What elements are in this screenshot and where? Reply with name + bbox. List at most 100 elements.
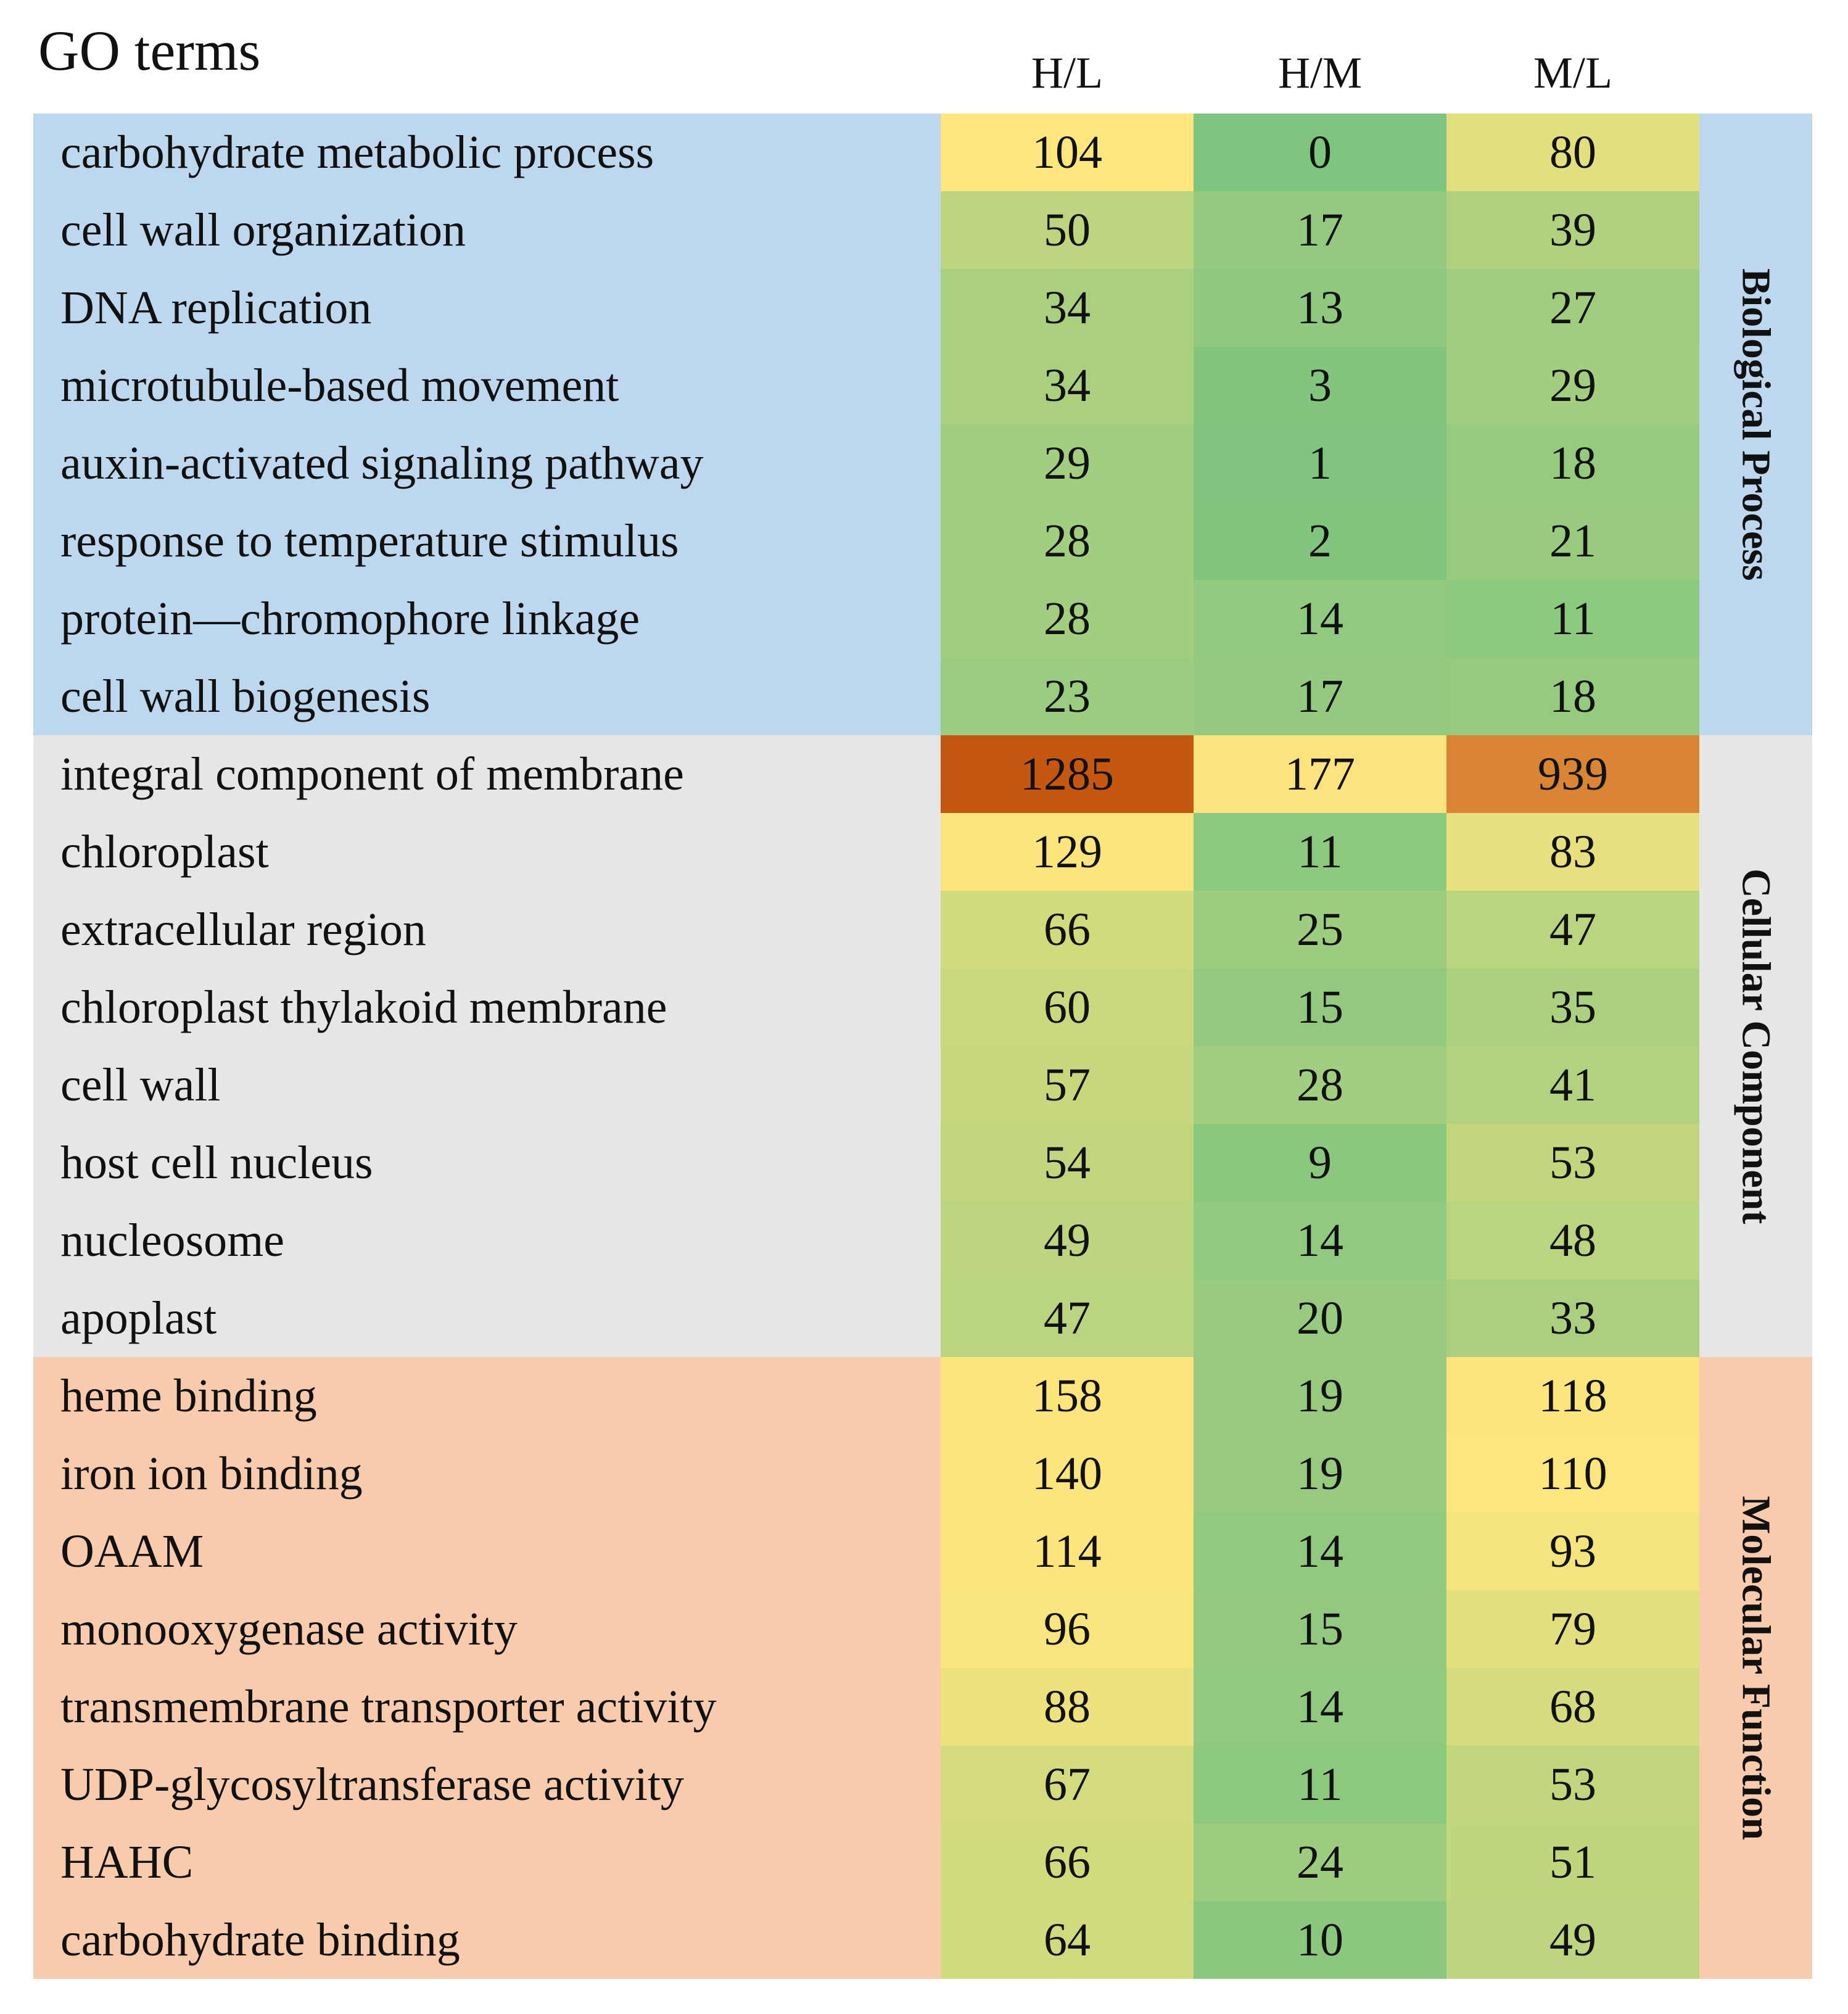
cell-value: 110 (1538, 1447, 1607, 1500)
cell-value: 17 (1297, 670, 1343, 722)
cell-value: 14 (1297, 1525, 1343, 1577)
cell-value: 939 (1538, 748, 1608, 800)
heatmap-cell (1194, 269, 1446, 347)
cell-value: 10 (1297, 1913, 1343, 1966)
cell-value: 129 (1032, 825, 1102, 878)
term-label: chloroplast thylakoid membrane (60, 981, 667, 1033)
cell-value: 11 (1297, 825, 1343, 878)
cell-value: 34 (1044, 359, 1091, 411)
cell-value: 60 (1044, 981, 1091, 1033)
heatmap-cell (1446, 502, 1699, 580)
cell-value: 114 (1033, 1525, 1102, 1577)
term-label: transmembrane transporter activity (60, 1680, 717, 1733)
heatmap-cell (1446, 1590, 1699, 1668)
cell-value: 79 (1549, 1603, 1596, 1655)
heatmap-cell (941, 968, 1194, 1046)
cell-value: 17 (1297, 204, 1343, 256)
heatmap-cell (941, 1590, 1194, 1668)
heatmap-cell (1194, 813, 1446, 891)
cell-value: 88 (1044, 1680, 1091, 1733)
cell-value: 48 (1549, 1214, 1596, 1266)
cell-value: 14 (1297, 592, 1343, 645)
term-label: iron ion binding (60, 1447, 363, 1500)
cell-value: 67 (1044, 1758, 1091, 1810)
cell-value: 39 (1549, 204, 1596, 256)
heatmap-cell (941, 1746, 1194, 1823)
heatmap-cell (1446, 347, 1699, 424)
cell-value: 49 (1044, 1214, 1091, 1266)
cell-value: 47 (1549, 903, 1596, 955)
heatmap-cell (941, 269, 1194, 347)
heatmap-cell (1194, 968, 1446, 1046)
heatmap-cell (1194, 1513, 1446, 1590)
term-label: cell wall biogenesis (60, 670, 431, 722)
cell-value: 47 (1044, 1292, 1091, 1344)
heatmap-cell (1446, 891, 1699, 968)
term-label: chloroplast (60, 825, 269, 878)
cell-value: 25 (1297, 903, 1343, 955)
heatmap-cell (941, 1046, 1194, 1124)
cell-value: 54 (1044, 1136, 1091, 1189)
heatmap-cell (1446, 1202, 1699, 1279)
heatmap-cell (1194, 891, 1446, 968)
term-label: response to temperature stimulus (60, 514, 679, 567)
heatmap-cell (1194, 347, 1446, 424)
term-label: integral component of membrane (60, 748, 684, 800)
term-label: protein—chromophore linkage (60, 592, 640, 645)
heatmap-cell (1194, 424, 1446, 502)
heatmap-cell (1446, 580, 1699, 658)
cell-value: 28 (1044, 592, 1091, 645)
heatmap-cell (1446, 1668, 1699, 1746)
heatmap-cell (941, 1513, 1194, 1590)
cell-value: 0 (1308, 126, 1332, 178)
cell-value: 68 (1549, 1680, 1596, 1733)
cell-value: 29 (1044, 437, 1091, 489)
cell-value: 1285 (1020, 748, 1114, 800)
cell-value: 80 (1549, 126, 1596, 178)
heatmap-cell (941, 1357, 1194, 1435)
heatmap-cell (941, 813, 1194, 891)
heatmap-cell (1446, 1357, 1699, 1435)
heatmap-cell (1194, 1823, 1446, 1901)
cell-value: 96 (1044, 1603, 1091, 1655)
cell-value: 14 (1297, 1214, 1343, 1266)
cell-value: 35 (1549, 981, 1596, 1033)
cell-value: 53 (1549, 1136, 1596, 1189)
heatmap-cell (1194, 191, 1446, 269)
heatmap-cell (1446, 113, 1699, 191)
cell-value: 50 (1044, 204, 1091, 256)
heatmap-cell (1194, 1746, 1446, 1823)
heatmap-cell (1446, 1046, 1699, 1124)
cell-value: 14 (1297, 1680, 1343, 1733)
heatmap-cell (941, 658, 1194, 735)
cell-value: 33 (1549, 1292, 1596, 1344)
cell-value: 41 (1549, 1059, 1596, 1111)
heatmap-cell (1446, 735, 1699, 813)
cell-value: 1 (1308, 437, 1332, 489)
cell-value: 28 (1044, 514, 1091, 567)
cell-value: 24 (1297, 1836, 1343, 1888)
column-header: M/L (1533, 48, 1612, 97)
term-label: cell wall (60, 1059, 221, 1111)
heatmap-cell (1194, 735, 1446, 813)
heatmap-cell (941, 735, 1194, 813)
term-label: HAHC (60, 1836, 194, 1888)
heatmap-cell (941, 347, 1194, 424)
heatmap-cell (1446, 1901, 1699, 1979)
heatmap-cell (1446, 424, 1699, 502)
cell-value: 66 (1044, 903, 1091, 955)
cell-value: 64 (1044, 1913, 1091, 1966)
heatmap-cell (941, 424, 1194, 502)
heatmap-cell (941, 1435, 1194, 1513)
term-label: UDP-glycosyltransferase activity (60, 1758, 684, 1810)
cell-value: 11 (1550, 592, 1596, 645)
heatmap-cell (1446, 1513, 1699, 1590)
term-label: microtubule-based movement (60, 359, 619, 411)
heatmap-cell (941, 502, 1194, 580)
heatmap-cell (941, 1279, 1194, 1357)
cell-value: 13 (1297, 281, 1343, 334)
term-label: heme binding (60, 1369, 317, 1422)
heatmap-cell (1194, 113, 1446, 191)
term-label: DNA replication (60, 281, 372, 334)
cell-value: 18 (1549, 437, 1596, 489)
